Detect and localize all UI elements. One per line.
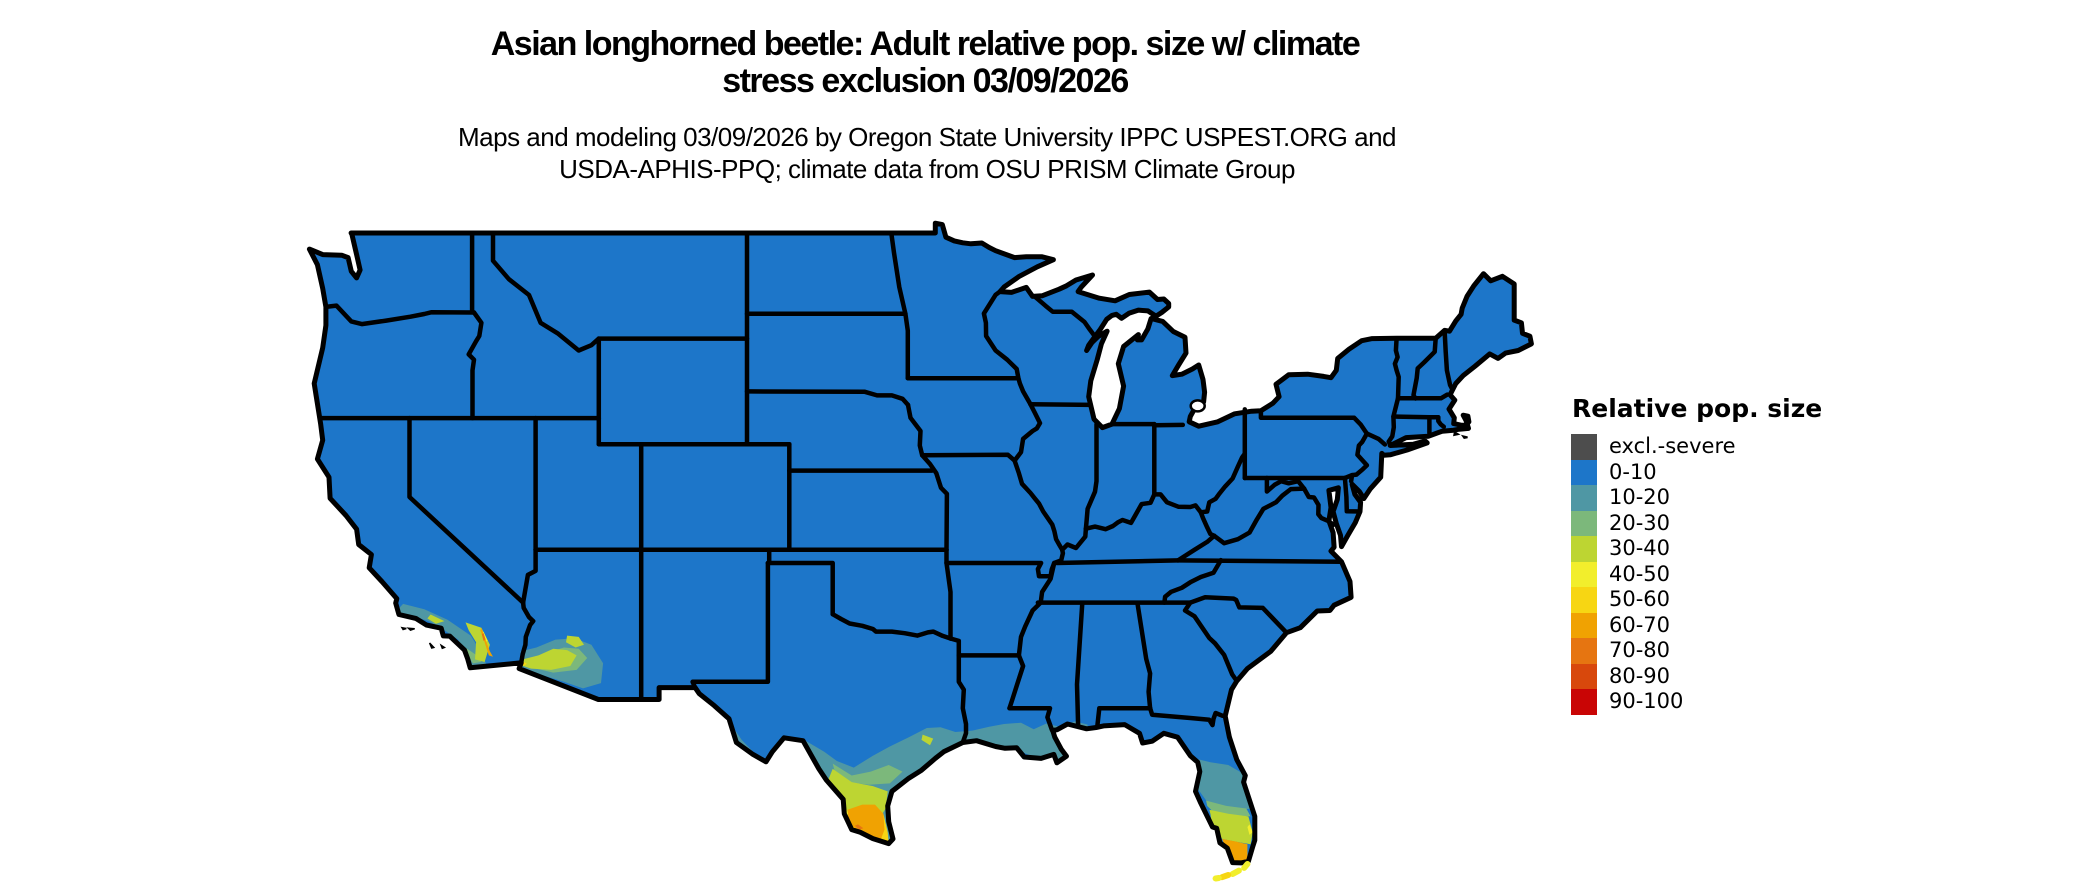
legend-title: Relative pop. size: [1572, 394, 1823, 423]
risk-overlay-30-40: [521, 648, 577, 670]
florida-keys: [1229, 867, 1242, 877]
island: [1460, 434, 1468, 440]
figure-subtitle-line-1: Maps and modeling 03/09/2026 by Oregon S…: [457, 122, 1397, 152]
channel-island: [400, 626, 407, 631]
risk-overlays: [395, 603, 1254, 863]
figure-subtitle: Maps and modeling 03/09/2026 by Oregon S…: [0, 121, 1854, 185]
channel-island: [439, 643, 447, 650]
legend-swatch: [1571, 536, 1597, 562]
risk-overlay-60-70: [1222, 838, 1248, 863]
risk-overlay-30-40: [427, 614, 445, 624]
figure-title: Asian longhorned beetle: Adult relative …: [0, 26, 1850, 100]
florida-keys: [1219, 872, 1232, 881]
legend-swatch: [1571, 663, 1597, 689]
risk-overlay-70-80: [481, 633, 486, 641]
legend-swatch: [1571, 510, 1597, 536]
risk-overlay-10-20: [1194, 758, 1254, 810]
legend-label: 30-40: [1609, 536, 1671, 560]
legend-label: 20-30: [1609, 510, 1671, 535]
risk-overlay-30-40: [921, 734, 934, 746]
florida-keys: [1212, 875, 1222, 882]
legend-label: 0-10: [1609, 459, 1657, 484]
legend-label: 10-20: [1609, 485, 1671, 509]
legend-swatch: [1571, 587, 1597, 613]
legend-swatch: [1571, 638, 1597, 664]
legend-swatch: [1571, 612, 1597, 638]
legend-swatch: [1571, 561, 1597, 587]
risk-overlay-60-70: [847, 804, 885, 841]
legend-label: 60-70: [1609, 612, 1671, 637]
risk-overlay-20-30: [832, 763, 903, 785]
legend-row-70-80: 70-80: [1571, 638, 1822, 664]
state-borders: [318, 230, 1455, 745]
legend-row-50-60: 50-60: [1571, 587, 1822, 613]
lake-st-clair: [1189, 399, 1206, 413]
legend-swatch: [1571, 459, 1597, 485]
risk-overlay-70-80: [854, 824, 864, 830]
legend-label: 90-100: [1609, 689, 1684, 713]
map-legend: Relative pop. size excl.-severe 0-10 10-20…: [1571, 394, 1822, 715]
legend-swatch: [1571, 689, 1597, 715]
legend-row-90-100: 90-100: [1571, 689, 1822, 715]
risk-overlay-30-40: [465, 622, 490, 662]
legend-swatch: [1571, 485, 1597, 511]
legend-label: 80-90: [1609, 663, 1671, 688]
risk-overlay-20-30: [1206, 800, 1251, 817]
island: [1453, 430, 1461, 437]
florida-keys: [1241, 861, 1251, 871]
legend-rows: excl.-severe 0-10 10-20 20-30 30-40 40-50 50-6…: [1571, 434, 1822, 715]
legend-row-40-50: 40-50: [1571, 561, 1822, 587]
channel-island: [428, 642, 436, 649]
legend-row-10-20: 10-20: [1571, 485, 1822, 511]
conus-outline: [306, 220, 1534, 866]
figure-subtitle-line-2: USDA-APHIS-PPQ; climate data from OSU PR…: [559, 154, 1295, 184]
legend-row-30-40: 30-40: [1571, 536, 1822, 562]
figure-title-line-2: stress exclusion 03/09/2026: [722, 62, 1129, 100]
channel-island: [406, 627, 415, 631]
legend-row-20-30: 20-30: [1571, 510, 1822, 536]
legend-row-80-90: 80-90: [1571, 663, 1822, 689]
legend-label: 40-50: [1609, 561, 1671, 586]
figure-title-line-1: Asian longhorned beetle: Adult relative …: [490, 25, 1361, 63]
legend-label: 50-60: [1609, 587, 1671, 611]
legend-label: excl.-severe: [1609, 434, 1736, 458]
legend-row-excl.-severe: excl.-severe: [1571, 434, 1822, 460]
risk-overlay-40-50: [1247, 824, 1253, 835]
legend-swatch: [1571, 434, 1597, 460]
risk-overlay-30-40: [566, 635, 584, 648]
legend-label: 70-80: [1609, 638, 1671, 662]
legend-row-0-10: 0-10: [1571, 459, 1822, 485]
legend-row-60-70: 60-70: [1571, 612, 1822, 638]
